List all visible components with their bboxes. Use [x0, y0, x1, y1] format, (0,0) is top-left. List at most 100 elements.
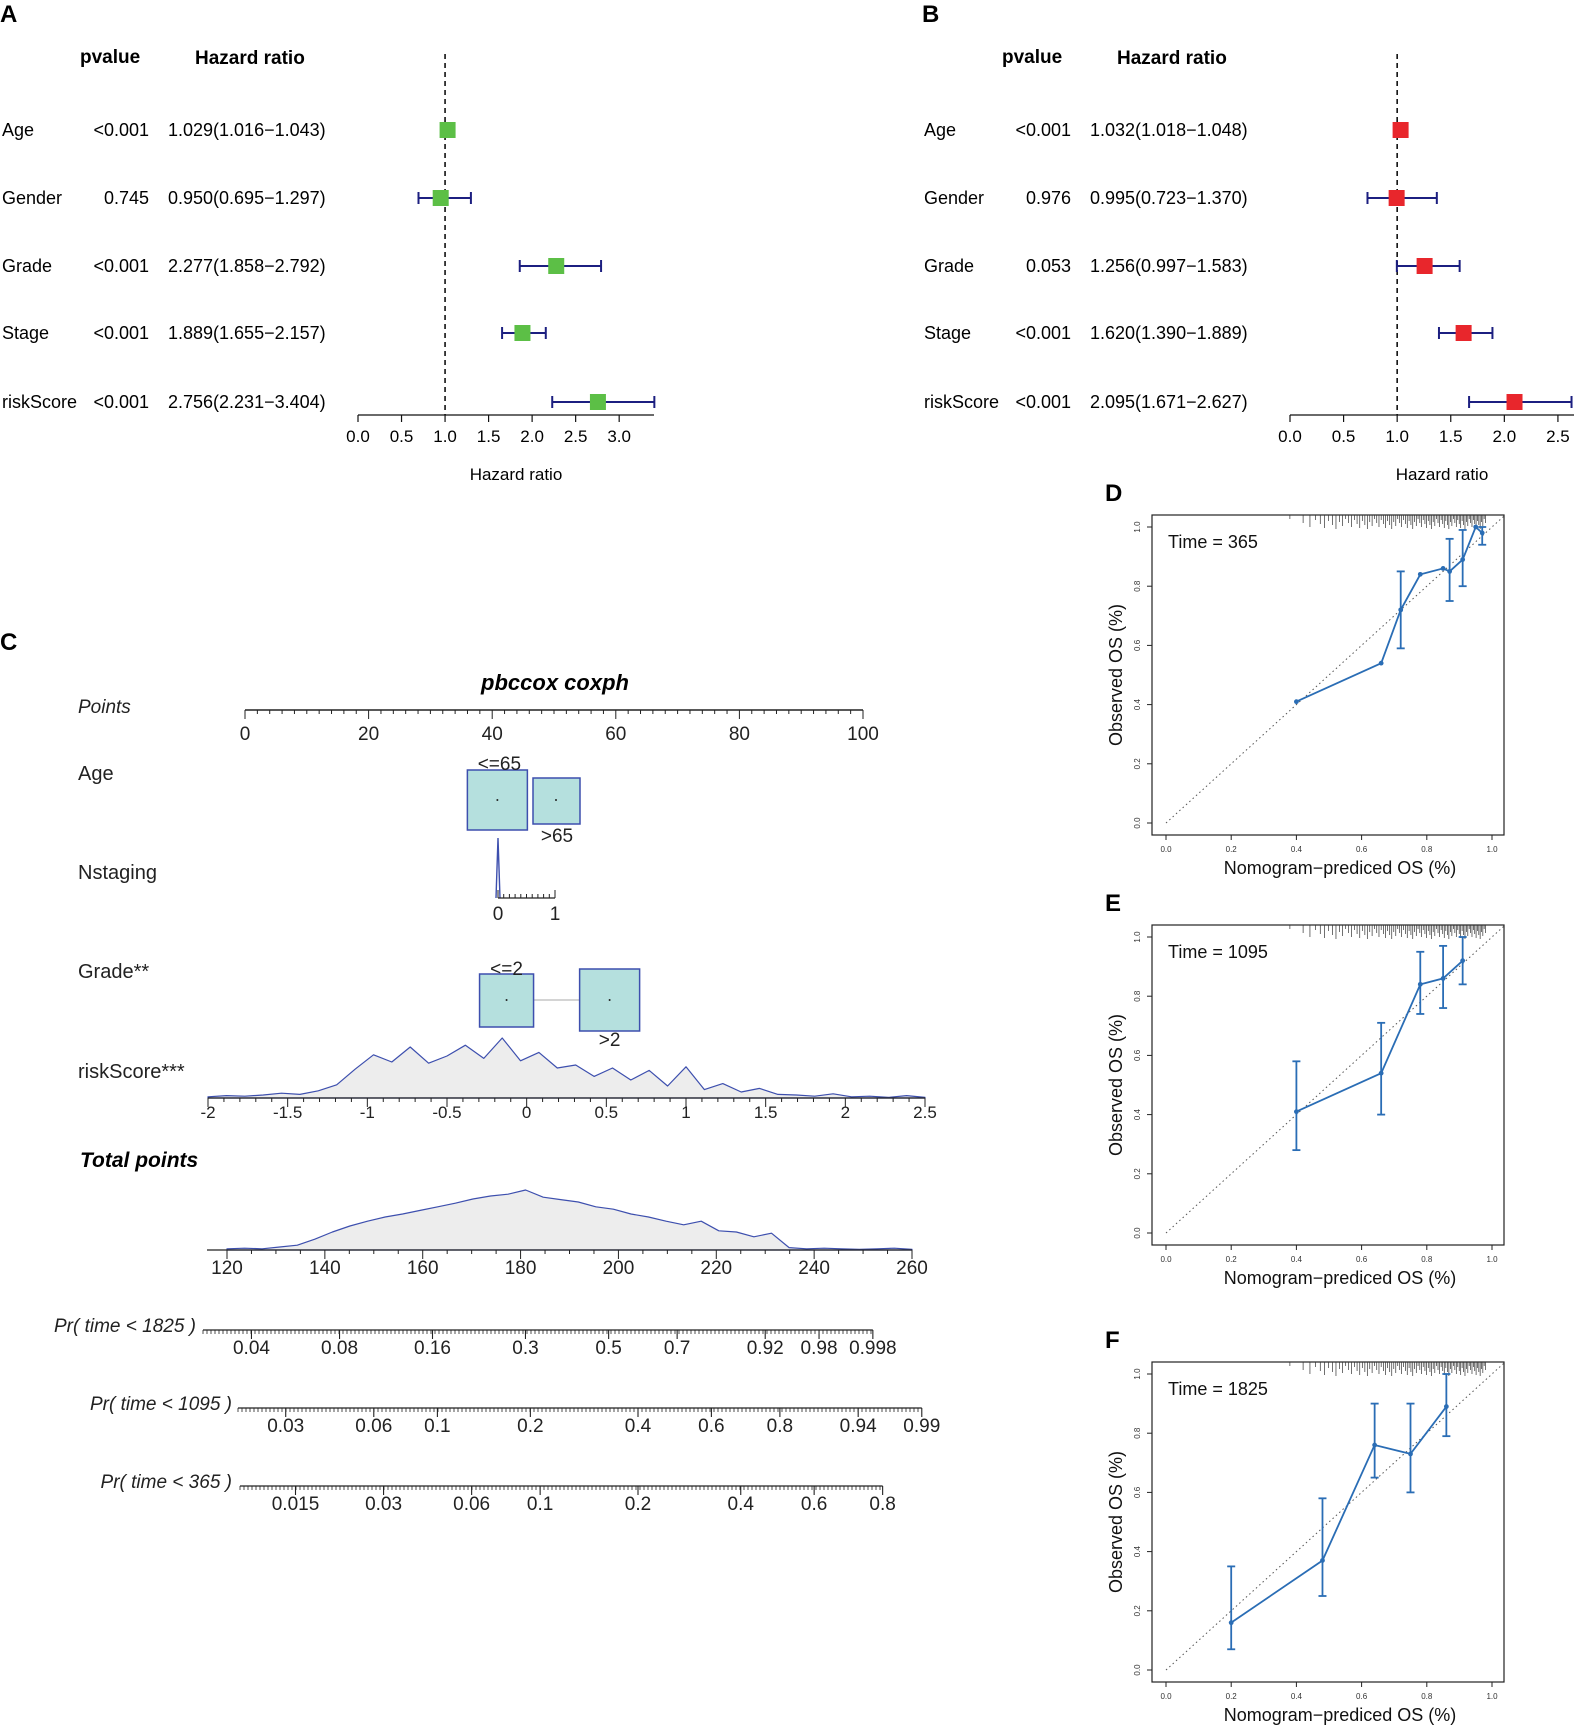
probability-scale-tick-label: 0.6: [698, 1416, 724, 1437]
probability-scale-tick-label: 0.06: [453, 1494, 490, 1515]
age-level-label: >65: [541, 826, 573, 847]
calibration-point: [1378, 660, 1384, 666]
row-pvalue: <0.001: [93, 323, 149, 343]
x-tick-label: 0.4: [1291, 845, 1303, 854]
probability-scale-tick-label: 0.1: [527, 1494, 553, 1515]
row-hazard-ratio: 2.277(1.858−2.792): [168, 256, 326, 276]
riskscore-label: riskScore***: [78, 1061, 185, 1083]
points-label: Points: [78, 697, 131, 718]
hazard-ratio-marker: [1392, 122, 1409, 138]
riskscore-tick-label: -2: [200, 1103, 215, 1122]
calibration-point: [1473, 524, 1479, 530]
grade-label: Grade**: [78, 961, 149, 983]
x-tick-label: 0.6: [1356, 1692, 1368, 1701]
calibration-plot-f: F 0.0 0.0 0.2 0.2 0.4 0.4 0.6 0.6 0.8 0.8 1.0 1.0 Tim…: [1105, 1327, 1506, 1725]
hazard-ratio-marker: [1506, 394, 1523, 410]
ideal-diagonal: [1165, 924, 1506, 1234]
probability-scale-tick-label: 0.04: [233, 1338, 270, 1359]
x-tick-label: 0.8: [1421, 845, 1433, 854]
y-tick-label: 0.0: [1133, 1227, 1142, 1239]
total-points-tick-label: 220: [700, 1258, 732, 1279]
row-label: Gender: [2, 188, 62, 208]
x-axis-label: Nomogram−prediced OS (%): [1224, 858, 1457, 878]
riskscore-tick-label: 2.5: [913, 1103, 937, 1122]
probability-scale-tick-label: 0.1: [424, 1416, 450, 1437]
nstaging-density: [495, 837, 501, 899]
row-hazard-ratio: 1.032(1.018−1.048): [1090, 120, 1248, 140]
x-tick-label: 0.2: [1226, 845, 1238, 854]
probability-scale-tick-label: 0.2: [517, 1416, 543, 1437]
age-level-point: [555, 799, 557, 801]
total-points-density: [226, 1189, 913, 1251]
probability-scale-tick-label: 0.4: [728, 1494, 755, 1515]
x-tick-label: 0.0: [1160, 1692, 1172, 1701]
y-tick-label: 0.2: [1133, 1605, 1142, 1617]
x-tick-label: 3.0: [607, 427, 631, 446]
probability-scale-tick-label: 0.08: [321, 1338, 358, 1359]
x-tick-label: 0.0: [1278, 427, 1302, 446]
probability-scale-tick-label: 0.8: [869, 1494, 895, 1515]
hazard-ratio-marker: [514, 325, 531, 341]
grade-level-label: >2: [599, 1030, 621, 1051]
plot-frame: [1151, 924, 1505, 1246]
probability-scale-tick-label: 0.06: [355, 1416, 392, 1437]
probability-scale-tick-label: 0.99: [903, 1416, 940, 1437]
calibration-point: [1440, 566, 1446, 571]
calibration-point: [1479, 530, 1485, 536]
row-pvalue: 0.745: [104, 188, 149, 208]
calibration-line: [1230, 1406, 1448, 1624]
x-tick-label: 0.5: [1332, 427, 1356, 446]
probability-scale-tick-label: 0.03: [365, 1494, 402, 1515]
x-tick-label: 0.5: [390, 427, 414, 446]
y-tick-label: 0.0: [1133, 1664, 1142, 1676]
x-tick-label: 2.5: [564, 427, 588, 446]
calibration-point: [1294, 699, 1299, 705]
probability-scale-tick-label: 0.98: [801, 1338, 838, 1359]
calibration-point: [1440, 976, 1446, 981]
y-tick-label: 0.0: [1133, 817, 1142, 829]
row-label: Stage: [924, 323, 971, 343]
calibration-point: [1443, 1404, 1449, 1409]
pvalue-header: pvalue: [1002, 47, 1062, 68]
total-points-tick-label: 140: [309, 1258, 341, 1279]
panel-label: F: [1105, 1327, 1120, 1354]
x-tick-label: 0.0: [1160, 845, 1172, 854]
row-pvalue: 0.976: [1026, 188, 1071, 208]
y-axis-label: Observed OS (%): [1106, 1014, 1126, 1156]
probability-scale-label: Pr( time < 1825 ): [54, 1316, 196, 1337]
calibration-line: [1296, 525, 1483, 703]
points-tick-label: 80: [729, 724, 750, 745]
probability-scale-tick-label: 0.4: [625, 1416, 652, 1437]
row-pvalue: <0.001: [1015, 392, 1071, 412]
row-hazard-ratio: 0.995(0.723−1.370): [1090, 188, 1248, 208]
x-tick-label: 0.4: [1291, 1692, 1303, 1701]
plot-frame: [1151, 1361, 1505, 1683]
x-axis-label: Nomogram−prediced OS (%): [1224, 1268, 1457, 1288]
y-axis-label: Observed OS (%): [1106, 1451, 1126, 1593]
x-tick-label: 0.2: [1226, 1255, 1238, 1264]
calibration-point: [1294, 1109, 1299, 1115]
probability-scale-tick-label: 0.94: [840, 1416, 877, 1437]
total-points-tick-label: 240: [798, 1258, 830, 1279]
y-tick-label: 0.6: [1133, 1486, 1142, 1498]
probability-scale-tick-label: 0.6: [801, 1494, 827, 1515]
x-tick-label: 1.5: [1439, 427, 1463, 446]
x-tick-label: 2.0: [1493, 427, 1517, 446]
hazard-ratio-marker: [1416, 258, 1433, 274]
time-annotation: Time = 365: [1168, 532, 1258, 552]
riskscore-tick-label: -1.5: [273, 1103, 302, 1122]
probability-scale-tick-label: 0.998: [849, 1338, 897, 1359]
probability-scale-label: Pr( time < 365 ): [101, 1472, 232, 1493]
panel-label: D: [1105, 480, 1122, 507]
y-tick-label: 0.8: [1133, 990, 1142, 1002]
y-tick-label: 0.6: [1133, 639, 1142, 651]
probability-scale-tick-label: 0.5: [595, 1338, 621, 1359]
y-tick-label: 0.2: [1133, 1168, 1142, 1180]
riskscore-tick-label: 0: [522, 1103, 531, 1122]
riskscore-tick-label: 2: [841, 1103, 850, 1122]
y-tick-label: 0.2: [1133, 758, 1142, 770]
y-tick-label: 1.0: [1133, 931, 1142, 943]
